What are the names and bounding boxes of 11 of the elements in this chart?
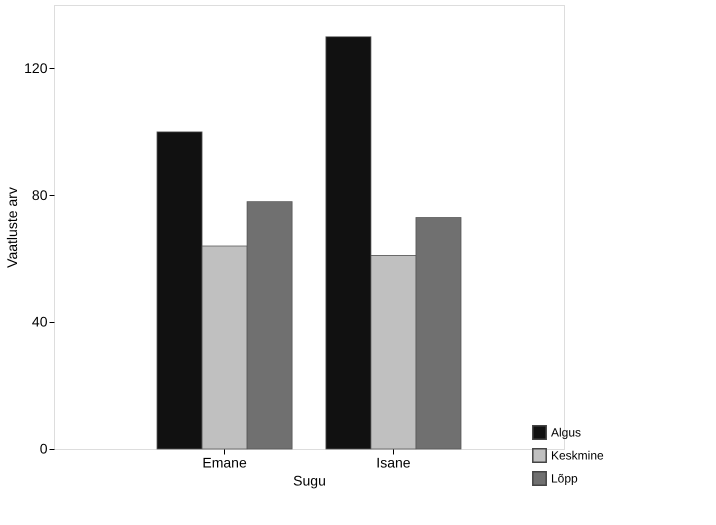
y-tick-label: 40 [32, 314, 48, 330]
y-axis-title: Vaatluste arv [4, 187, 20, 268]
legend-label: Algus [551, 426, 582, 440]
x-tick-label: Isane [376, 454, 411, 470]
y-tick-label: 80 [32, 186, 48, 203]
x-tick-label: Emane [202, 454, 247, 470]
y-tick-label: 0 [40, 440, 48, 456]
legend-label: Lõpp [551, 472, 578, 486]
legend-label: Keskmine [551, 448, 604, 462]
x-axis-title: Sugu [293, 472, 326, 488]
y-tick-label: 120 [24, 60, 48, 76]
